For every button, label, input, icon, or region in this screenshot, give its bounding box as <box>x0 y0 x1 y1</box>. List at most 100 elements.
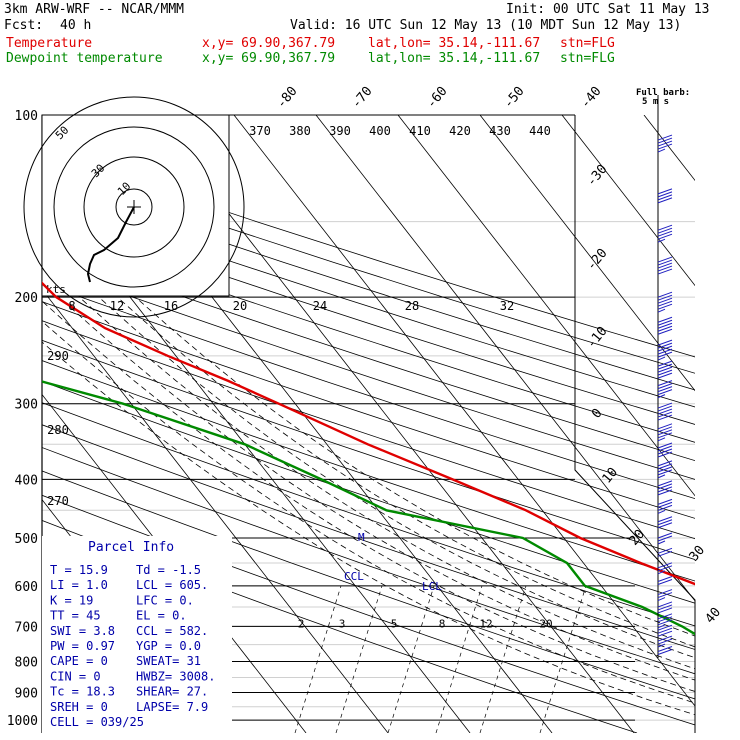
mixing-ratio-line <box>435 585 483 733</box>
wind-barb <box>657 532 673 545</box>
model-title: 3km ARW-WRF -- NCAR/MMM <box>4 2 185 17</box>
dry-adiabat <box>42 470 695 700</box>
barb-legend: 5 m s <box>642 97 669 107</box>
wind-barb <box>657 380 673 399</box>
mixing-ratio-label: 8 <box>439 617 446 630</box>
isotherm-line <box>151 115 635 733</box>
wind-barb <box>657 256 673 275</box>
isotherm-line <box>397 115 695 497</box>
theta-label: 280 <box>47 423 69 437</box>
mixing-ratio-line <box>539 585 587 733</box>
barb-full <box>657 486 673 493</box>
dry-adiabat <box>42 301 695 519</box>
speed-label: 20 <box>233 299 247 313</box>
barb-full <box>657 613 673 620</box>
wind-barb <box>657 188 673 204</box>
wind-barb <box>657 516 673 529</box>
dry-adiabat <box>42 246 695 462</box>
parcel-row-left: SWI = 3.8 <box>50 624 115 638</box>
barb-full <box>657 262 673 269</box>
dewpoint-latlon: lat,lon= 35.14,-111.67 <box>368 51 541 66</box>
wind-barb <box>657 316 673 335</box>
parcel-row-right: LFC = 0. <box>136 593 194 607</box>
barb-full <box>657 227 673 234</box>
barb-full <box>657 607 673 614</box>
pressure-label: 100 <box>15 109 38 124</box>
barb-full <box>657 423 673 430</box>
barb-full <box>657 405 673 412</box>
theta-label: 390 <box>329 124 351 138</box>
pressure-label: 1000 <box>7 714 38 729</box>
parcel-title: Parcel Info <box>88 540 174 555</box>
mixing-ratio-line <box>335 585 383 733</box>
parcel-row-right: Td = -1.5 <box>136 563 201 577</box>
wind-barb <box>657 134 673 153</box>
isotherm-line <box>479 115 695 392</box>
isotherm-label: 10 <box>600 465 622 487</box>
barb-full <box>657 339 673 346</box>
barb-full <box>657 414 673 421</box>
wind-barb <box>657 360 673 379</box>
temperature-legend: Temperature <box>6 36 93 51</box>
dry-adiabat <box>42 380 695 604</box>
dry-adiabat <box>42 264 695 480</box>
theta-label: 420 <box>449 124 471 138</box>
wind-barb <box>657 601 673 614</box>
barb-full <box>657 445 673 452</box>
barb-full <box>657 535 673 542</box>
temperature-line <box>42 281 695 586</box>
parcel-row-left: LI = 1.0 <box>50 578 108 592</box>
barb-full <box>657 532 673 539</box>
parcel-row-left: Tc = 18.3 <box>50 685 115 699</box>
speed-label: 12 <box>110 299 124 313</box>
barb-full <box>657 197 673 204</box>
barb-full <box>657 224 673 231</box>
barb-full <box>657 624 673 631</box>
barb-half <box>657 624 666 629</box>
barb-full <box>657 576 673 582</box>
barb-full <box>657 360 673 367</box>
barb-full <box>657 265 673 272</box>
dry-adiabat <box>42 212 695 425</box>
speed-label: 16 <box>164 299 178 313</box>
barb-full <box>657 489 673 496</box>
barb-full <box>657 369 673 376</box>
barb-half <box>657 238 666 243</box>
wind-barb <box>657 624 673 637</box>
barb-full <box>657 328 673 335</box>
barb-full <box>657 408 673 415</box>
dewpoint-station: stn=FLG <box>560 51 615 66</box>
barb-full <box>657 522 673 529</box>
dry-adiabat <box>42 402 695 627</box>
barb-full <box>657 519 673 526</box>
barb-full <box>657 134 673 141</box>
barb-full <box>657 604 673 611</box>
wind-barb <box>657 423 673 442</box>
parcel-row-left: CAPE = 0 <box>50 654 108 668</box>
barb-full <box>657 460 673 467</box>
barb-half <box>657 540 666 545</box>
parcel-row-right: LAPSE= 7.9 <box>136 700 208 714</box>
barb-full <box>657 366 673 373</box>
barb-full <box>657 463 673 470</box>
barb-full <box>657 579 673 585</box>
parcel-row-left: T = 15.9 <box>50 563 108 577</box>
barb-full <box>657 562 673 569</box>
wind-barb <box>657 498 673 514</box>
speed-label: 24 <box>313 299 327 313</box>
barb-full <box>657 194 673 201</box>
isotherm-line <box>233 115 695 707</box>
dewpoint-line <box>42 380 695 636</box>
isotherm-label: 0 <box>589 406 606 422</box>
barb-full <box>657 547 673 554</box>
barb-full <box>657 469 673 476</box>
barb-full <box>657 451 673 458</box>
init-time: Init: 00 UTC Sat 11 May 13 <box>506 2 710 17</box>
barb-full <box>657 630 673 637</box>
barb-full <box>657 191 673 198</box>
barb-full <box>657 386 673 393</box>
wind-barb <box>657 480 673 496</box>
mixing-ratio-label: 3 <box>339 617 346 630</box>
hodograph-box <box>41 114 230 297</box>
